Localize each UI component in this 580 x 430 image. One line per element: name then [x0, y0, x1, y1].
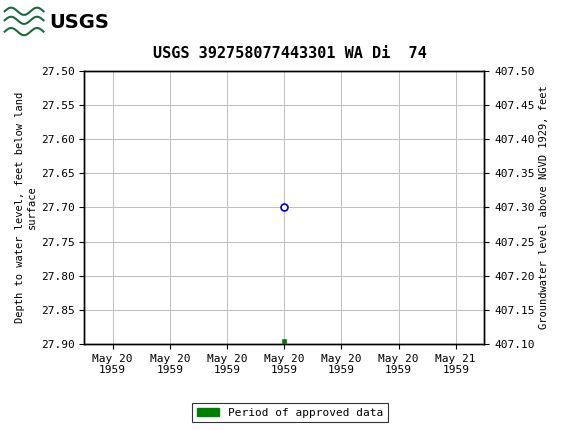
Y-axis label: Groundwater level above NGVD 1929, feet: Groundwater level above NGVD 1929, feet: [539, 86, 549, 329]
Y-axis label: Depth to water level, feet below land
surface: Depth to water level, feet below land su…: [15, 92, 37, 323]
FancyBboxPatch shape: [3, 3, 99, 42]
Text: USGS 392758077443301 WA Di  74: USGS 392758077443301 WA Di 74: [153, 46, 427, 61]
Text: USGS: USGS: [49, 13, 109, 32]
Legend: Period of approved data: Period of approved data: [193, 403, 387, 422]
